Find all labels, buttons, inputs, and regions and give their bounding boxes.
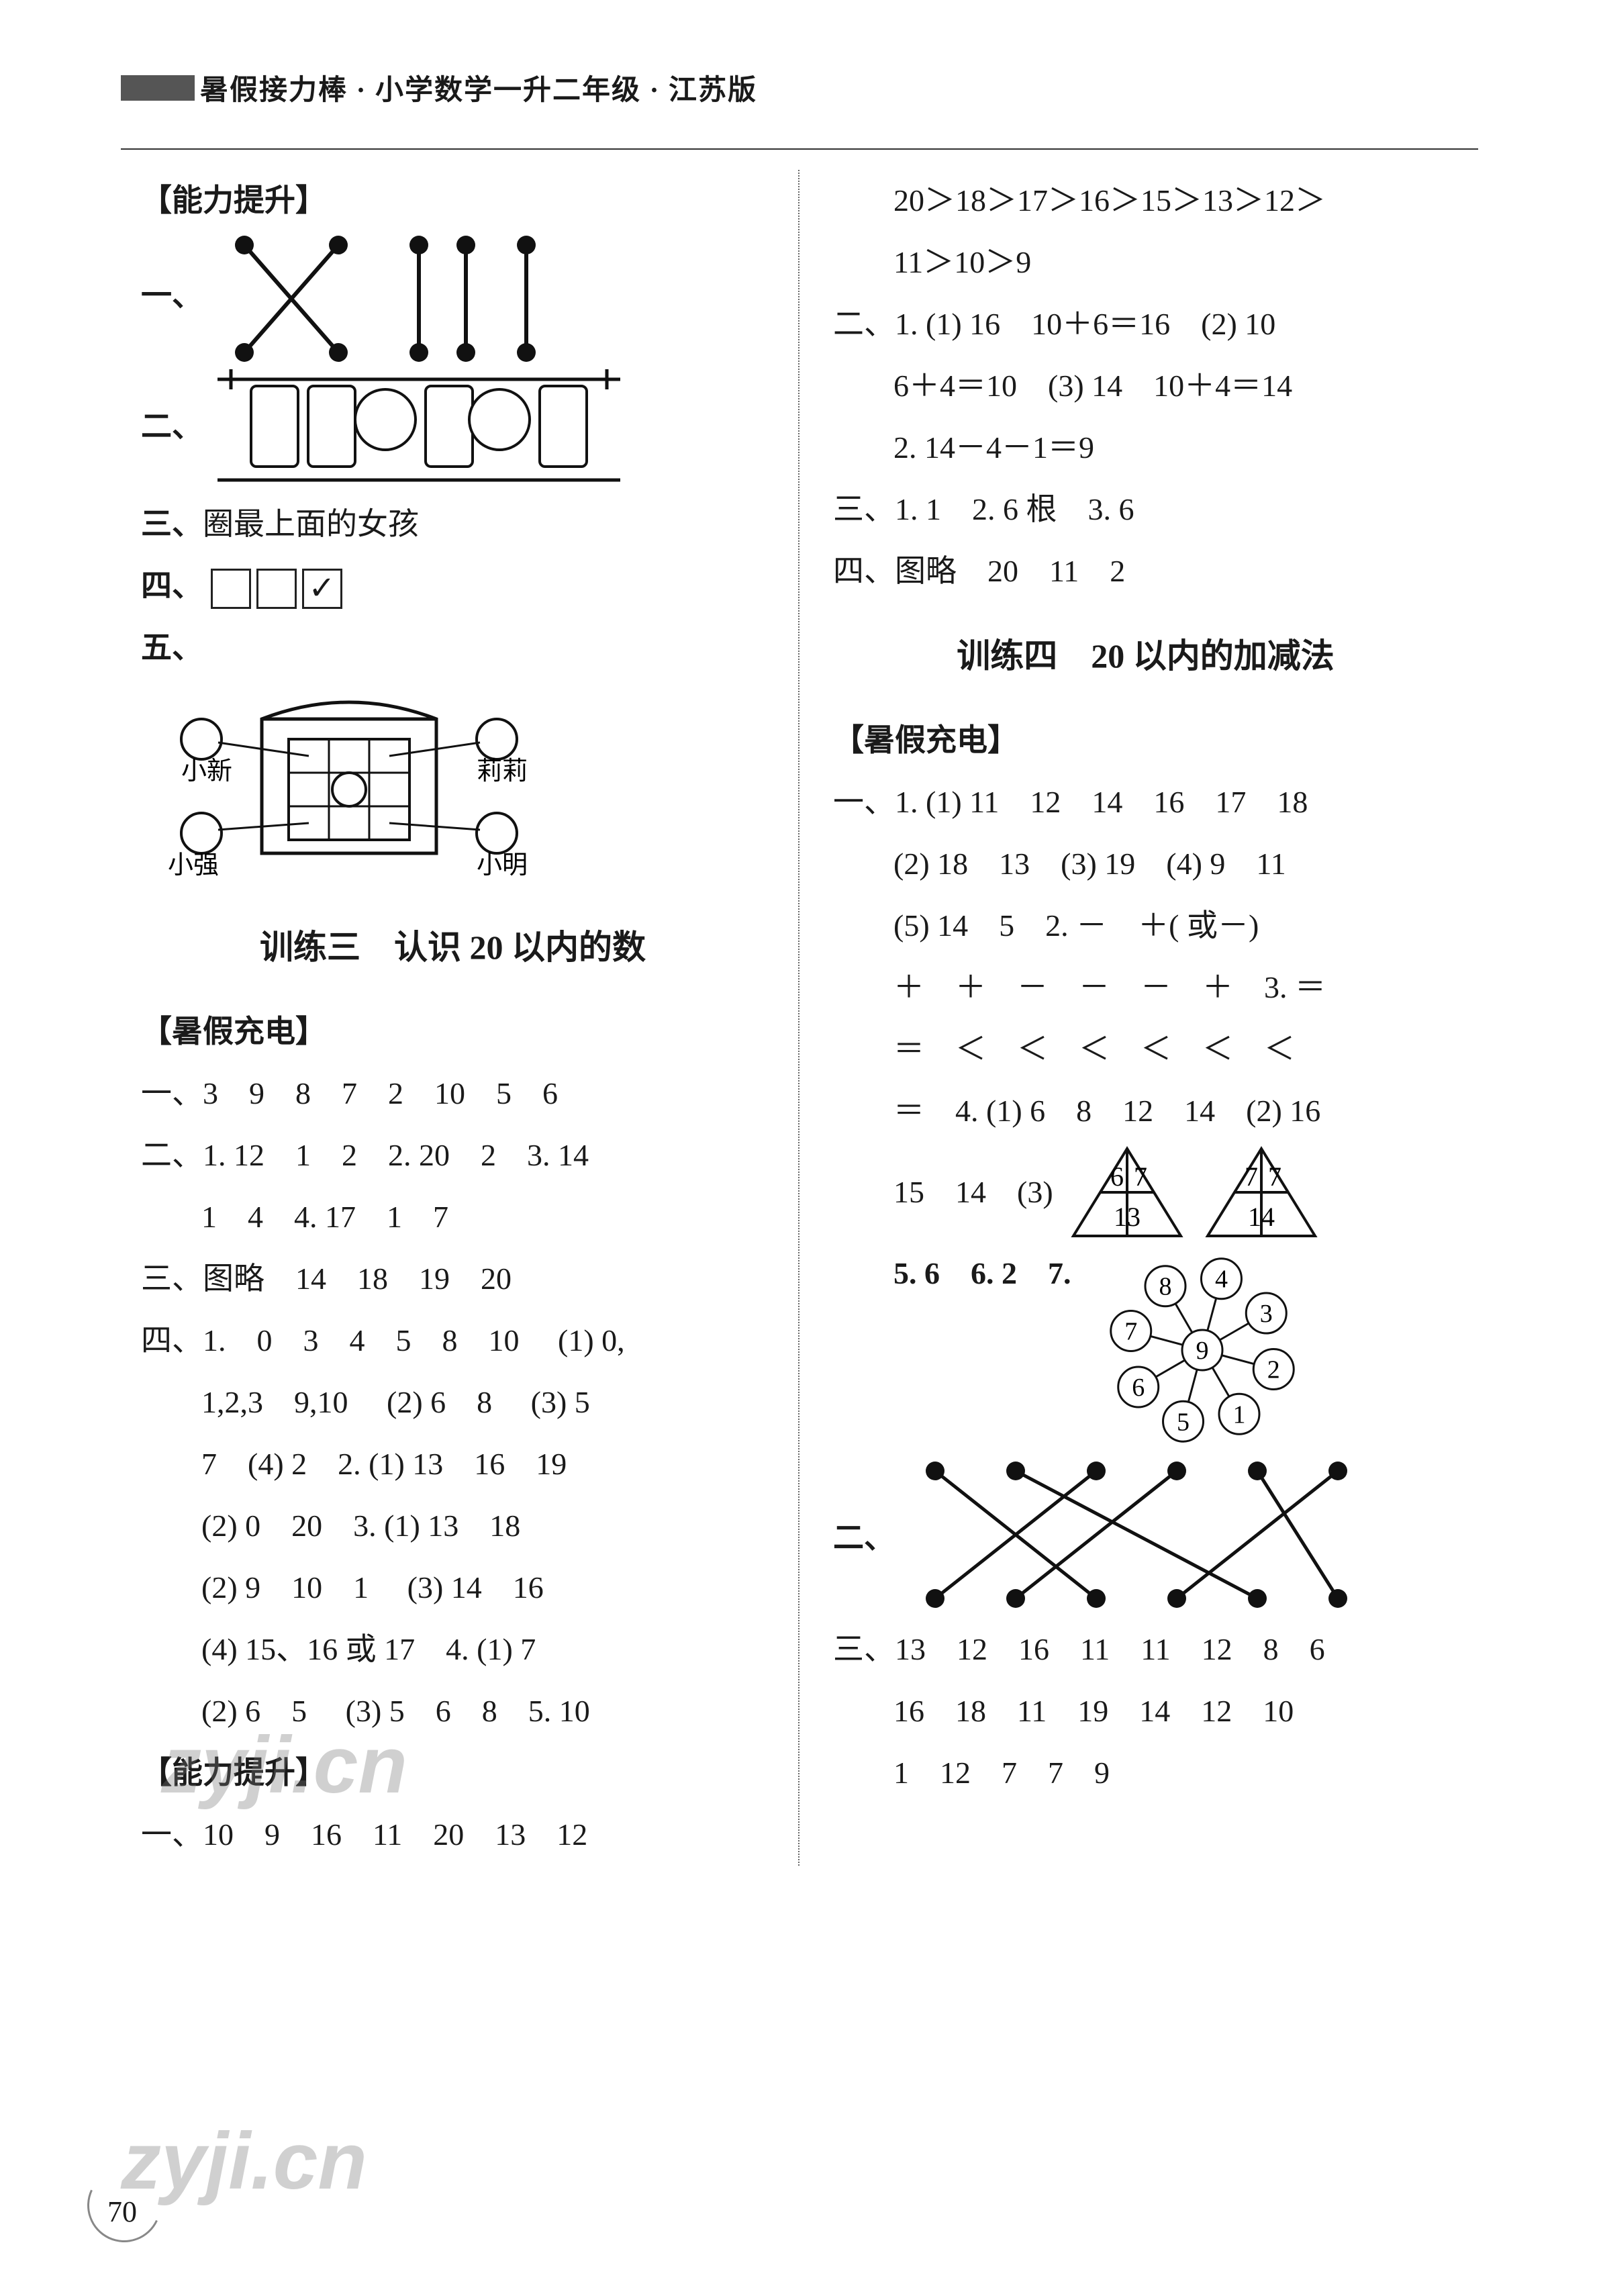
section-ability-2: 【能力提升】 (141, 1742, 765, 1804)
c-q4f: (4) 15、16 或 17 4. (1) 7 (141, 1619, 765, 1680)
d-q1g-text: 15 14 (3) (893, 1161, 1053, 1223)
q5-name-br: 小明 (477, 851, 528, 879)
d-q1g: 15 14 (3) 6713 7714 (833, 1142, 1458, 1243)
d-q1d: ＋ ＋ － － － ＋ 3. ＝ (833, 957, 1458, 1018)
svg-text:1: 1 (1232, 1400, 1245, 1429)
c-q4e: (2) 9 10 1 (3) 14 16 (141, 1557, 765, 1619)
r-q2a: 二、1. (1) 16 10＋6＝16 (2) 10 (833, 293, 1458, 355)
page-number: 70 (107, 2195, 137, 2229)
c-q1: 一、3 9 8 7 2 10 5 6 (141, 1063, 765, 1125)
q5-label: 五、 (141, 630, 203, 665)
training-3-title: 训练三 认识 20 以内的数 (141, 914, 765, 981)
q5-name-bl: 小强 (168, 851, 219, 879)
svg-text:5: 5 (1177, 1408, 1190, 1436)
d-q1c: (5) 14 5 2. － ＋( 或－) (833, 895, 1458, 957)
c-q2a: 二、1. 12 1 2 2. 20 2 3. 14 (141, 1125, 765, 1186)
triangle-1: 67 13 (1067, 1142, 1188, 1243)
c-q4a: 四、1. 0 3 4 5 8 10 (1) 0, (141, 1310, 765, 1372)
checkbox-2 (256, 569, 297, 609)
q4-label: 四、 (141, 569, 203, 603)
svg-text:6: 6 (1132, 1374, 1145, 1402)
q5-name-tr: 莉莉 (477, 757, 528, 785)
q5-row: 五、 (141, 617, 765, 679)
svg-text:3: 3 (1259, 1300, 1272, 1328)
q2-figure (211, 366, 627, 493)
d-q3c: 1 12 7 7 9 (833, 1742, 1458, 1804)
q4-row: 四、 ✓ (141, 555, 765, 617)
training-4-title: 训练四 20 以内的加减法 (833, 622, 1458, 689)
d-q3a: 三、13 12 16 11 11 12 8 6 (833, 1619, 1458, 1680)
c-q4d: (2) 0 20 3. (1) 13 18 (141, 1495, 765, 1557)
q5-figure: 小新 小强 莉莉 小明 (141, 679, 557, 894)
r-q2c: 2. 14－4－1＝9 (833, 417, 1458, 479)
c-q4b: 1,2,3 9,10 (2) 6 8 (3) 5 (141, 1372, 765, 1433)
r2-figure (895, 1457, 1365, 1619)
a-q1: 一、10 9 16 11 20 13 12 (141, 1804, 765, 1866)
q1-figure (211, 232, 560, 366)
r-top2: 11＞10＞9 (833, 232, 1458, 293)
checkbox-1 (211, 569, 251, 609)
checkbox-3: ✓ (302, 569, 342, 609)
page-header: 暑假接力棒 · 小学数学一升二年级 · 江苏版 (121, 67, 1478, 108)
svg-text:7: 7 (1245, 1161, 1258, 1192)
right-column: 20＞18＞17＞16＞15＞13＞12＞ 11＞10＞9 二、1. (1) 1… (800, 170, 1478, 1866)
q1-label: 一、 (141, 279, 203, 313)
svg-text:8: 8 (1159, 1273, 1171, 1301)
section-charge: 【暑假充电】 (141, 1001, 765, 1063)
svg-text:14: 14 (1248, 1202, 1275, 1232)
q2-row: 二、 (141, 366, 765, 493)
q1-row: 一、 (141, 232, 765, 366)
d-q1b: (2) 18 13 (3) 19 (4) 9 11 (833, 833, 1458, 895)
r-top1: 20＞18＞17＞16＞15＞13＞12＞ (833, 170, 1458, 232)
q3-text: 圈最上面的女孩 (203, 507, 419, 541)
q5-name-tl: 小新 (181, 757, 232, 785)
r-q3: 三、1. 1 2. 6 根 3. 6 (833, 479, 1458, 540)
svg-text:7: 7 (1124, 1318, 1137, 1346)
left-column: 【能力提升】 一、 二、 (121, 170, 800, 1866)
d-q5-text: 5. 6 6. 2 7. (893, 1243, 1071, 1304)
svg-text:4: 4 (1214, 1265, 1227, 1294)
section-charge-r: 【暑假充电】 (833, 710, 1458, 771)
c-q4c: 7 (4) 2 2. (1) 13 16 19 (141, 1433, 765, 1495)
d-q5-row: 5. 6 6. 2 7. 8 4 3 21 5 6 7 9 (833, 1243, 1458, 1457)
section-ability: 【能力提升】 (141, 170, 765, 232)
header-title: 暑假接力棒 · 小学数学一升二年级 · 江苏版 (200, 67, 757, 108)
q3-row: 三、圈最上面的女孩 (141, 493, 765, 555)
r2-label: 二、 (833, 1507, 895, 1569)
r2-row: 二、 (833, 1457, 1458, 1619)
svg-text:9: 9 (1196, 1337, 1208, 1365)
header-decor (121, 75, 195, 101)
d-q1a: 一、1. (1) 11 12 14 16 17 18 (833, 771, 1458, 833)
svg-text:13: 13 (1114, 1202, 1141, 1232)
svg-text:7: 7 (1268, 1161, 1281, 1192)
d-q1e: ＝ ＜ ＜ ＜ ＜ ＜ ＜ (833, 1018, 1458, 1080)
svg-text:7: 7 (1134, 1161, 1147, 1192)
triangle-2: 77 14 (1201, 1142, 1322, 1243)
q3-label: 三、 (141, 507, 203, 541)
header-rule (121, 148, 1478, 150)
c-q4g: (2) 6 5 (3) 5 6 8 5. 10 (141, 1680, 765, 1742)
flower-figure: 8 4 3 21 5 6 7 9 (1085, 1243, 1320, 1457)
r-q4: 四、图略 20 11 2 (833, 540, 1458, 602)
d-q1f: ＝ 4. (1) 6 8 12 14 (2) 16 (833, 1080, 1458, 1142)
svg-text:2: 2 (1267, 1355, 1279, 1384)
d-q3b: 16 18 11 19 14 12 10 (833, 1680, 1458, 1742)
svg-text:6: 6 (1110, 1161, 1124, 1192)
r-q2b: 6＋4＝10 (3) 14 10＋4＝14 (833, 355, 1458, 417)
q2-label: 二、 (141, 410, 203, 444)
c-q2b: 1 4 4. 17 1 7 (141, 1186, 765, 1248)
c-q3: 三、图略 14 18 19 20 (141, 1248, 765, 1310)
